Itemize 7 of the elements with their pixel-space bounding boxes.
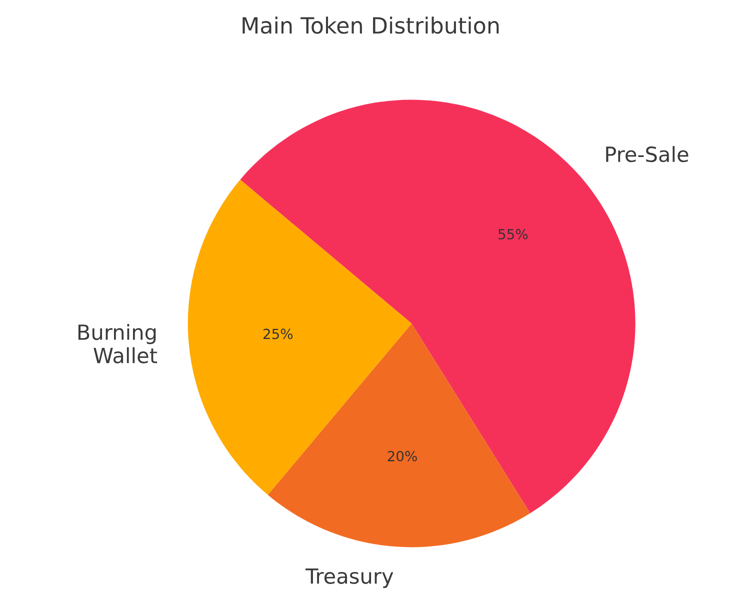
slice-label: Treasury — [305, 568, 394, 588]
data-label: 25% — [263, 328, 293, 340]
chart-title: Main Token Distribution — [242, 16, 499, 34]
data-label: 20% — [388, 450, 417, 462]
slice-label: Burning Wallet — [78, 324, 158, 364]
slice-label: Pre-Sale — [606, 146, 688, 162]
data-label: 55% — [498, 228, 528, 240]
